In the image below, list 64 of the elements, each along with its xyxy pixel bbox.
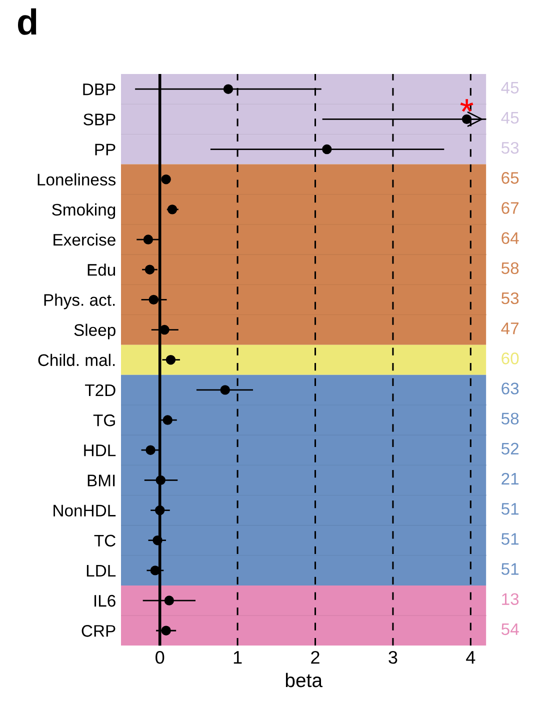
text: 52 xyxy=(501,442,519,455)
text: 53 xyxy=(501,292,519,304)
point xyxy=(143,234,154,244)
x-tick-label: 1 xyxy=(234,651,242,664)
text: 58 xyxy=(501,262,519,274)
y-tick-label: IL6 xyxy=(94,594,116,607)
y-tick-label: LDL xyxy=(86,565,116,576)
y-tick-label: Exercise xyxy=(54,233,116,246)
x-tick-label: 0 xyxy=(156,651,164,664)
text: 13 xyxy=(502,593,519,606)
point xyxy=(161,174,171,184)
point xyxy=(462,114,472,124)
point xyxy=(146,445,156,455)
point xyxy=(166,355,176,365)
x-tick-label: 4 xyxy=(466,651,476,664)
text: 45 xyxy=(501,112,519,124)
y-tick-label: Smoking xyxy=(52,203,116,219)
x-tick-label: 2 xyxy=(311,651,320,664)
point xyxy=(144,264,155,274)
chart-title: d xyxy=(18,8,36,35)
text: 45 xyxy=(501,82,519,94)
y-tick-label: T2D xyxy=(85,384,116,396)
point xyxy=(164,596,174,606)
point xyxy=(322,144,332,154)
text: 47 xyxy=(501,322,519,334)
x-axis-title: beta xyxy=(286,672,323,688)
y-tick-label: HDL xyxy=(84,444,116,456)
y-tick-label: Loneliness xyxy=(38,173,116,186)
text: 21 xyxy=(502,472,519,485)
y-tick-label: NonHDL xyxy=(54,504,116,516)
text: 51 xyxy=(501,563,519,575)
point xyxy=(220,385,230,395)
text: 54 xyxy=(501,623,519,636)
y-tick-label: Edu xyxy=(88,264,116,276)
text: 65 xyxy=(502,172,519,184)
text: 53 xyxy=(501,142,519,154)
point xyxy=(156,475,166,486)
text: 58 xyxy=(501,412,519,424)
y-tick-label: Phys. act. xyxy=(44,294,115,310)
y-tick-label: SBP xyxy=(84,114,116,126)
y-tick-label: Child. mal. xyxy=(38,354,115,366)
point xyxy=(160,324,170,335)
point xyxy=(167,204,178,214)
text: 67 xyxy=(502,202,519,214)
y-tick-label: DBP xyxy=(83,84,116,96)
point xyxy=(161,626,171,636)
text: 63 xyxy=(502,382,519,394)
y-tick-label: CRP xyxy=(82,625,116,637)
y-tick-label: BMI xyxy=(88,474,115,486)
point xyxy=(223,84,234,94)
point xyxy=(154,505,165,516)
y-tick-label: TC xyxy=(94,534,116,547)
y-tick-label: TG xyxy=(93,414,115,426)
y-tick-label: Sleep xyxy=(74,324,116,340)
text: 60 xyxy=(502,352,519,364)
point xyxy=(162,415,172,425)
point xyxy=(148,294,158,305)
text: 51 xyxy=(501,503,519,515)
text: 51 xyxy=(501,533,519,545)
annotation: * xyxy=(460,99,474,112)
point xyxy=(152,536,162,546)
y-tick-label: PP xyxy=(95,144,116,156)
x-tick-label: 3 xyxy=(388,651,398,664)
text: 64 xyxy=(502,232,519,244)
